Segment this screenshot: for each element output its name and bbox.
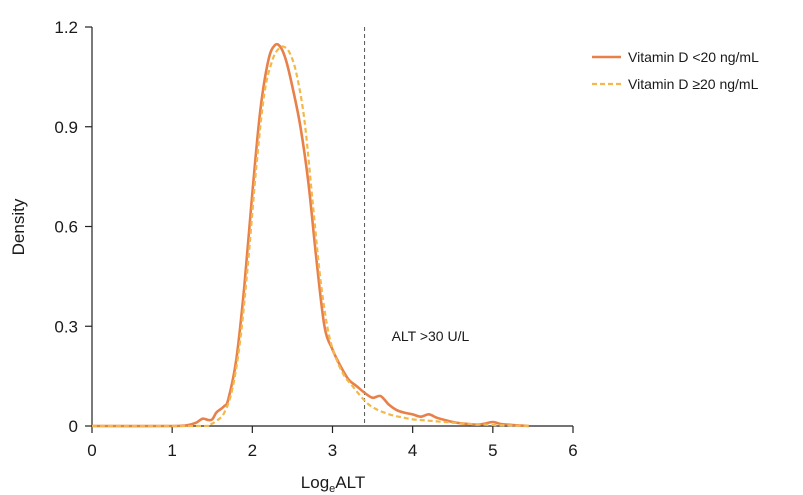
y-tick-label: 0 (69, 417, 78, 436)
legend: Vitamin D <20 ng/mL Vitamin D ≥20 ng/mL (592, 49, 759, 92)
axes: 0 0.3 0.6 0.9 1.2 0 1 2 3 4 5 6 (54, 18, 577, 460)
x-tick-label: 6 (568, 441, 577, 460)
x-axis-title: LogeALT (301, 473, 365, 495)
x-tick-label: 1 (167, 441, 176, 460)
x-axis-title-main: Log (301, 473, 329, 492)
y-axis-title: Density (9, 198, 28, 255)
y-tick-label: 0.3 (54, 317, 78, 336)
x-tick-label: 5 (488, 441, 497, 460)
y-tick-label: 0.6 (54, 218, 78, 237)
x-tick-label: 3 (328, 441, 337, 460)
y-tick-label: 1.2 (54, 18, 78, 37)
x-axis-title-subscript: e (329, 483, 335, 495)
series-line-2 (91, 45, 529, 428)
x-tick-label: 2 (248, 441, 257, 460)
y-tick-label: 0.9 (54, 118, 78, 137)
reference-line-group: ALT >30 U/L (364, 27, 470, 426)
legend-label-1: Vitamin D <20 ng/mL (628, 49, 759, 65)
series-group (91, 42, 529, 428)
x-tick-label: 0 (87, 441, 96, 460)
x-axis-title-suffix: ALT (335, 473, 365, 492)
reference-line-label: ALT >30 U/L (392, 328, 470, 344)
series-line-1 (91, 42, 529, 428)
legend-label-2: Vitamin D ≥20 ng/mL (628, 76, 759, 92)
x-tick-label: 4 (408, 441, 417, 460)
